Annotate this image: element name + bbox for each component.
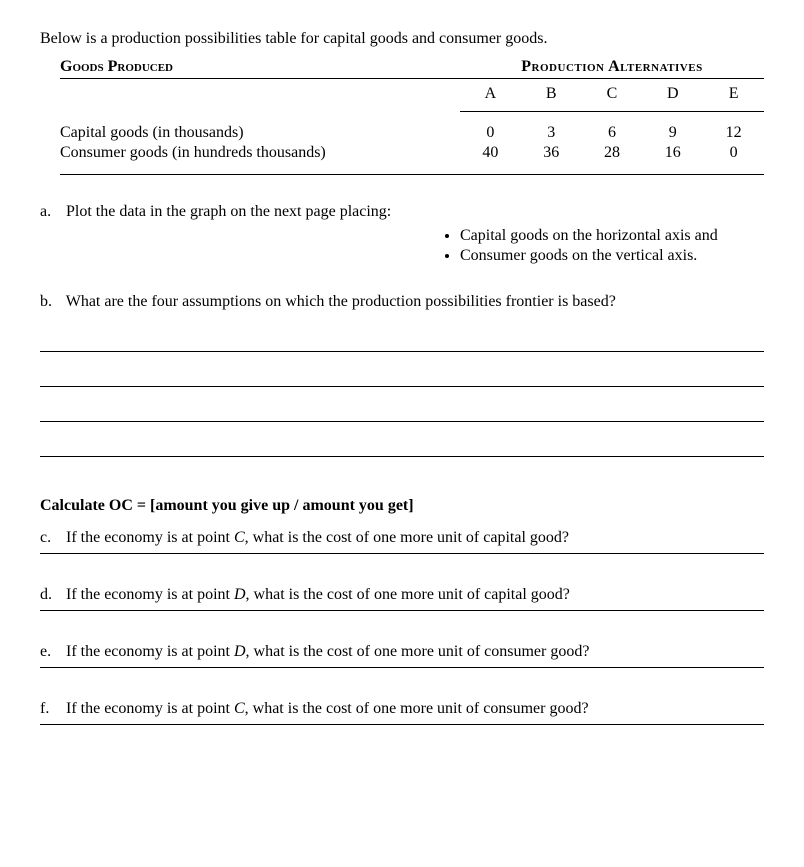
- table-row: Capital goods (in thousands) 0 3 6 9 12: [60, 124, 764, 142]
- table-header-right: Production Alternatives: [460, 58, 764, 79]
- cell: 0: [703, 144, 764, 162]
- question-label: d.: [40, 586, 62, 604]
- answer-blank: [40, 547, 764, 554]
- intro-text: Below is a production possibilities tabl…: [40, 30, 764, 48]
- answer-blank: [40, 352, 764, 387]
- question-label: e.: [40, 643, 62, 661]
- question-a-bullets: Capital goods on the horizontal axis and…: [460, 227, 764, 265]
- col-E: E: [703, 85, 764, 103]
- question-text: If the economy is at point D, what is th…: [66, 586, 570, 603]
- question-c: c. If the economy is at point C, what is…: [40, 529, 764, 554]
- question-f: f. If the economy is at point C, what is…: [40, 700, 764, 725]
- oc-formula: Calculate OC = [amount you give up / amo…: [40, 497, 764, 515]
- row-label: Consumer goods (in hundreds thousands): [60, 144, 460, 162]
- question-text: If the economy is at point C, what is th…: [66, 529, 569, 546]
- ppf-table: Goods Produced Production Alternatives A…: [60, 58, 764, 175]
- question-text: What are the four assumptions on which t…: [66, 293, 616, 310]
- col-D: D: [642, 85, 703, 103]
- question-text: If the economy is at point C, what is th…: [66, 700, 589, 717]
- answer-blank: [40, 661, 764, 668]
- col-B: B: [521, 85, 582, 103]
- question-label: f.: [40, 700, 62, 718]
- answer-blank: [40, 317, 764, 352]
- question-text: If the economy is at point D, what is th…: [66, 643, 589, 660]
- question-e: e. If the economy is at point D, what is…: [40, 643, 764, 668]
- cell: 16: [642, 144, 703, 162]
- col-C: C: [582, 85, 643, 103]
- table-column-headers: A B C D E: [460, 85, 764, 112]
- question-label: c.: [40, 529, 62, 547]
- cell: 12: [703, 124, 764, 142]
- bullet-item: Capital goods on the horizontal axis and: [460, 227, 764, 245]
- table-row: Consumer goods (in hundreds thousands) 4…: [60, 144, 764, 162]
- question-label: a.: [40, 203, 62, 221]
- question-text: Plot the data in the graph on the next p…: [66, 203, 391, 220]
- col-A: A: [460, 85, 521, 103]
- question-d: d. If the economy is at point D, what is…: [40, 586, 764, 611]
- cell: 28: [582, 144, 643, 162]
- answer-blank: [40, 422, 764, 457]
- cell: 9: [642, 124, 703, 142]
- cell: 36: [521, 144, 582, 162]
- table-header-left: Goods Produced: [60, 58, 460, 79]
- cell: 0: [460, 124, 521, 142]
- cell: 3: [521, 124, 582, 142]
- row-label: Capital goods (in thousands): [60, 124, 460, 142]
- answer-blank: [40, 718, 764, 725]
- bullet-item: Consumer goods on the vertical axis.: [460, 247, 764, 265]
- question-b: b. What are the four assumptions on whic…: [40, 293, 764, 457]
- question-label: b.: [40, 293, 62, 311]
- cell: 40: [460, 144, 521, 162]
- answer-blank: [40, 387, 764, 422]
- answer-blank: [40, 604, 764, 611]
- cell: 6: [582, 124, 643, 142]
- question-a: a. Plot the data in the graph on the nex…: [40, 203, 764, 265]
